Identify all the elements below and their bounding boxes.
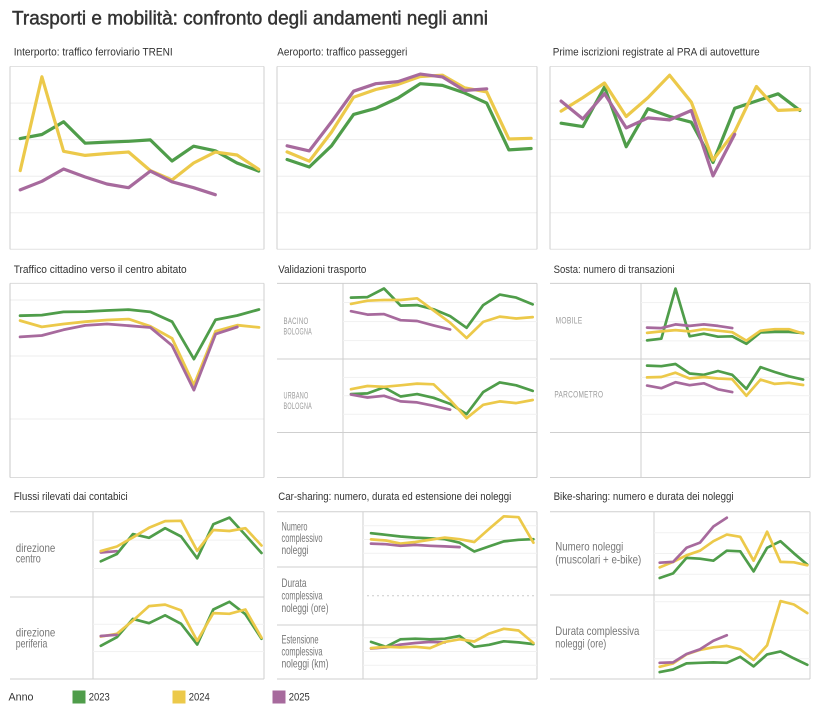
svg-text:complessiva: complessiva (282, 645, 323, 659)
svg-text:Durata complessiva: Durata complessiva (555, 624, 639, 638)
svg-text:direzione: direzione (16, 626, 56, 640)
svg-text:Anno: Anno (9, 692, 34, 704)
svg-text:Aeroporto: traffico passeggeri: Aeroporto: traffico passeggeri (277, 47, 407, 59)
svg-text:noleggi (ore): noleggi (ore) (282, 601, 329, 615)
svg-text:PARCOMETRO: PARCOMETRO (554, 390, 603, 400)
svg-text:Numero noleggi: Numero noleggi (555, 540, 623, 554)
svg-text:complessivo: complessivo (282, 531, 323, 545)
svg-text:Validazioni trasporto: Validazioni trasporto (278, 264, 366, 276)
svg-text:MOBILE: MOBILE (556, 316, 583, 326)
svg-text:noleggi (km): noleggi (km) (282, 657, 329, 671)
svg-text:complessiva: complessiva (282, 589, 323, 603)
svg-text:BOLOGNA: BOLOGNA (284, 327, 313, 337)
svg-text:Numero: Numero (282, 519, 308, 533)
svg-text:Traffico cittadino verso il ce: Traffico cittadino verso il centro abita… (14, 264, 187, 276)
svg-text:noleggi (ore): noleggi (ore) (555, 636, 606, 650)
svg-text:2025: 2025 (289, 692, 310, 704)
svg-text:Bike-sharing: numero e durata: Bike-sharing: numero e durata dei nolegg… (554, 491, 734, 503)
svg-text:noleggi: noleggi (282, 543, 309, 557)
svg-text:Car-sharing: numero, durata ed: Car-sharing: numero, durata ed estension… (278, 491, 511, 503)
svg-text:(muscolari + e-bike): (muscolari + e-bike) (555, 552, 641, 566)
svg-text:Durata: Durata (282, 576, 307, 590)
svg-text:Flussi rilevati dai contabici: Flussi rilevati dai contabici (14, 491, 128, 503)
svg-text:Trasporti e mobilità: confront: Trasporti e mobilità: confronto degli an… (12, 8, 488, 29)
svg-text:Estensione: Estensione (282, 633, 319, 647)
svg-text:2024: 2024 (189, 692, 210, 704)
svg-text:centro: centro (16, 551, 41, 565)
svg-text:2023: 2023 (89, 692, 110, 704)
svg-text:periferia: periferia (16, 636, 48, 650)
svg-text:URBANO: URBANO (284, 391, 309, 401)
svg-text:direzione: direzione (16, 541, 56, 555)
svg-text:Interporto: traffico ferroviar: Interporto: traffico ferroviario TRENI (14, 47, 173, 59)
svg-text:Prime iscrizioni registrate al: Prime iscrizioni registrate al PRA di au… (553, 47, 760, 59)
svg-text:BACINO: BACINO (284, 316, 309, 326)
svg-text:Sosta: numero di transazioni: Sosta: numero di transazioni (554, 264, 675, 276)
svg-text:BOLOGNA: BOLOGNA (284, 401, 313, 411)
